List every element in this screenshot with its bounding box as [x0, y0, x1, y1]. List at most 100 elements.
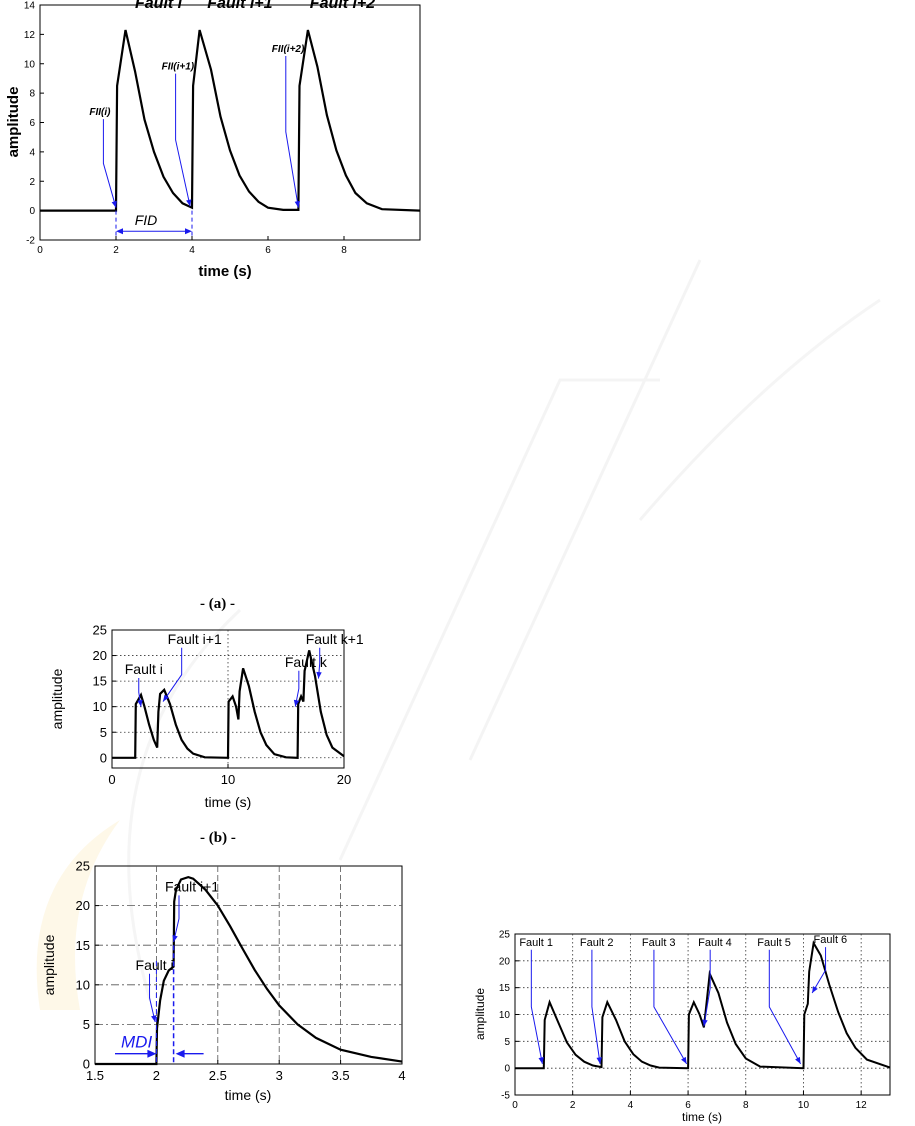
series-line — [112, 650, 345, 759]
annotation-label: Fault 2 — [580, 937, 614, 949]
arrowhead-icon — [116, 228, 123, 235]
x-tick-label: 4 — [628, 1100, 634, 1111]
annotation-arrow — [530, 949, 543, 1064]
y-tick-label: 0 — [29, 206, 35, 217]
x-tick-label: 4 — [189, 245, 195, 256]
annotation-label: Fault 5 — [757, 937, 791, 949]
y-tick-label: 10 — [24, 59, 36, 70]
y-tick-label: 0 — [100, 750, 107, 765]
annotation-label: Fault i+2 — [310, 0, 375, 12]
y-tick-label: 25 — [76, 859, 90, 874]
y-axis-label: amplitude — [49, 668, 65, 729]
annotation-arrow — [285, 56, 299, 208]
annotation-label: Fault i+1 — [207, 0, 272, 12]
y-tick-label: -5 — [501, 1091, 510, 1102]
x-tick-label: 0 — [37, 245, 43, 256]
annotation-label: Fault i — [135, 0, 183, 12]
annotation-label: FII(i+2) — [272, 44, 305, 55]
x-tick-label: 12 — [856, 1100, 868, 1111]
annotation-arrow — [175, 73, 191, 207]
arrowhead-icon — [702, 1019, 708, 1027]
y-axis-label: amplitude — [41, 934, 57, 995]
series-line — [515, 940, 891, 1070]
annotations: Fault i Fault i+1 Fault i+2 FII(i) FII(i+1) F… — [89, 0, 375, 237]
series-line — [95, 875, 403, 1066]
x-tick-label: 3 — [276, 1068, 283, 1083]
x-tick-label: 10 — [221, 772, 235, 787]
y-tick-label: 5 — [83, 1017, 90, 1032]
arrowhead-icon — [111, 200, 117, 208]
y-tick-label: 4 — [29, 147, 35, 158]
x-tick-label: 0 — [512, 1100, 518, 1111]
arrowhead-icon — [151, 1015, 157, 1023]
plot-frame — [39, 4, 421, 241]
y-tick-label: 5 — [504, 1037, 510, 1048]
x-tick-label: 8 — [743, 1100, 749, 1111]
arrowhead-icon — [147, 1049, 157, 1058]
annotation-arrow — [173, 895, 180, 943]
arrowhead-icon — [538, 1057, 544, 1064]
annotation-arrow — [653, 949, 688, 1065]
y-tick-label: 12 — [24, 30, 36, 41]
x-tick-label: 2 — [153, 1068, 160, 1083]
annotations: Fault i+1 Fault i MDI — [115, 878, 219, 1064]
annotation-label: Fault 4 — [698, 937, 732, 949]
arrowhead-icon — [175, 1049, 185, 1058]
x-tick-label: 8 — [341, 245, 347, 256]
y-tick-label: 6 — [29, 118, 35, 129]
x-tick-label: 2 — [570, 1100, 576, 1111]
annotation-label: Fault i+1 — [168, 631, 222, 647]
annotation-label: Fault i — [136, 957, 174, 973]
x-tick-label: 1.5 — [86, 1068, 104, 1083]
y-tick-label: 25 — [499, 930, 511, 941]
annotation-label: FII(i+1) — [162, 62, 195, 73]
annotation-arrow — [162, 647, 183, 702]
annotation-label: Fault i — [125, 661, 163, 677]
x-tick-label: 4 — [398, 1068, 405, 1083]
x-tick-label: 2 — [113, 245, 119, 256]
annotation-arrow — [703, 949, 711, 1027]
arrowhead-icon — [185, 228, 192, 235]
arrowhead-icon — [795, 1056, 801, 1064]
y-tick-label: 20 — [499, 956, 511, 967]
annotation-label: Fault i+1 — [165, 878, 219, 894]
x-tick-label: 6 — [685, 1100, 691, 1111]
annotation-arrow — [149, 973, 156, 1023]
arrowhead-icon — [596, 1057, 602, 1064]
x-tick-label: 10 — [798, 1100, 810, 1111]
arrowhead-icon — [172, 935, 178, 943]
y-tick-label: 15 — [76, 938, 90, 953]
annotation-arrow — [102, 119, 117, 208]
arrowhead-icon — [681, 1056, 687, 1064]
arrowhead-icon — [186, 199, 192, 207]
annotation-label: Fault k+1 — [306, 631, 364, 647]
x-axis-label: time (s) — [682, 1110, 722, 1124]
y-tick-label: 15 — [93, 674, 107, 689]
x-tick-label: 20 — [337, 772, 351, 787]
annotation-label: Fault 3 — [642, 937, 676, 949]
y-axis-label: amplitude — [473, 988, 487, 1040]
arrowhead-icon — [163, 694, 169, 702]
x-tick-label: 0 — [108, 772, 115, 787]
arrowhead-icon — [316, 671, 322, 679]
annotations: Fault 1 Fault 2 Fault 3 Fault 4 Fault 5 Fault… — [519, 934, 847, 1065]
y-tick-label: 10 — [93, 699, 107, 714]
axis-ticks: 0 10 20 0 5 10 15 20 25 — [93, 623, 352, 787]
annotation-arrow — [591, 949, 601, 1064]
x-axis-label: time (s) — [198, 263, 251, 280]
panel-label-a: - (a) - — [200, 596, 235, 612]
arrowhead-icon — [812, 986, 818, 994]
x-tick-label: 6 — [265, 245, 271, 256]
arrowhead-icon — [137, 699, 143, 707]
y-tick-label: 14 — [24, 1, 36, 12]
y-tick-label: 15 — [499, 983, 511, 994]
y-tick-label: 8 — [29, 89, 35, 100]
y-tick-label: 20 — [76, 898, 90, 913]
y-tick-label: 2 — [29, 177, 35, 188]
y-tick-label: -2 — [26, 236, 35, 247]
annotation-label: Fault k — [285, 654, 328, 670]
